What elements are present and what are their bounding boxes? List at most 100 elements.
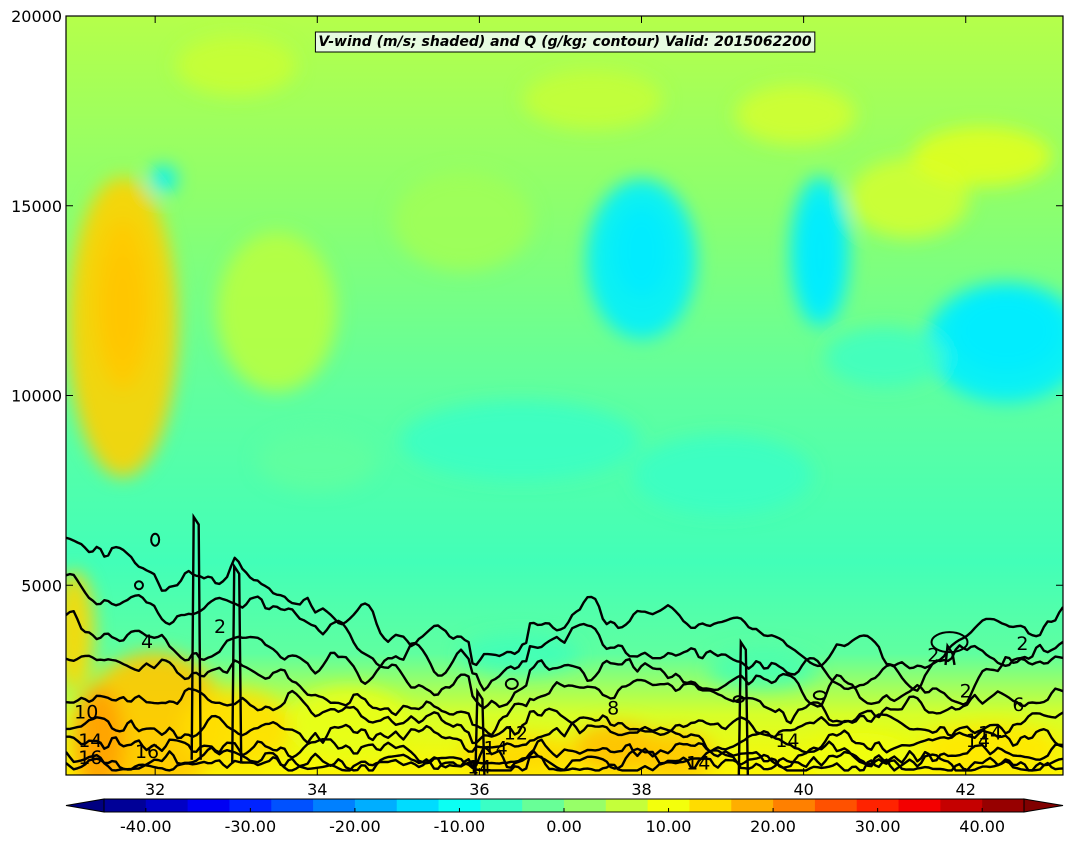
- contour-label: 14: [966, 730, 990, 752]
- contour-label: 16: [135, 741, 159, 763]
- contour-label: 14: [484, 737, 508, 759]
- q-contour-line: [66, 572, 1063, 692]
- shading-blob: [459, 736, 580, 775]
- q-contour-loop: [504, 677, 519, 690]
- shading-blob: [459, 633, 580, 674]
- y-tick-label: 10000: [11, 387, 62, 406]
- shading-blob: [399, 401, 640, 482]
- q-contour-loop: [150, 532, 161, 547]
- shading-blob: [393, 170, 534, 271]
- chart-title-box: V-wind (m/s; shaded) and Q (g/kg; contou…: [314, 31, 816, 53]
- shading-blob: [789, 176, 850, 327]
- x-tick-label: 34: [307, 780, 327, 799]
- colorbar-segment: [438, 799, 481, 812]
- y-tick-label: 15000: [11, 197, 62, 216]
- colorbar-tick-label: 10.00: [646, 817, 692, 836]
- contour-label: 2: [960, 681, 972, 703]
- q-contour-loop: [930, 631, 969, 654]
- shading-blob: [824, 327, 945, 388]
- colorbar-segment: [104, 799, 147, 812]
- y-tick-label: 5000: [21, 576, 62, 595]
- contour-label: 14: [467, 756, 491, 778]
- y-tick-label: 20000: [11, 7, 62, 26]
- colorbar-segment: [731, 799, 774, 812]
- contour-label: 2: [927, 644, 939, 666]
- colorbar-segment: [647, 799, 690, 812]
- shading-blob: [176, 35, 297, 96]
- contour-label: 12: [504, 722, 528, 744]
- colorbar-segment: [856, 799, 900, 812]
- contour-label: 14: [978, 722, 1002, 744]
- colorbar-segment: [814, 799, 858, 812]
- x-tick-label: 40: [793, 780, 813, 799]
- x-tick-label: 36: [469, 780, 489, 799]
- colorbar-tick-label: 30.00: [855, 817, 901, 836]
- shading-blob: [735, 84, 856, 145]
- shading-blob: [216, 232, 337, 393]
- q-contour-line: [474, 687, 486, 775]
- colorbar-tick-label: 20.00: [750, 817, 796, 836]
- colorbar-segment: [187, 799, 230, 812]
- colorbar-segment: [145, 799, 189, 812]
- title-background: [314, 31, 816, 53]
- contour-label: 2: [1016, 633, 1028, 655]
- x-tick-label: 38: [631, 780, 651, 799]
- colorbar-segment: [564, 799, 607, 812]
- contour-label: 6: [1012, 694, 1024, 716]
- x-axis: 32 34 36 38 40 42: [145, 16, 976, 799]
- shading-blob: [586, 178, 697, 339]
- contour-label: 10: [74, 701, 98, 723]
- q-contour-line: [737, 638, 750, 775]
- shading-blob: [149, 165, 178, 194]
- contour-label: 14: [78, 730, 102, 752]
- q-contour-line: [66, 536, 1063, 670]
- colorbar-tick-label: -20.00: [329, 817, 381, 836]
- colorbar-segment: [605, 799, 649, 812]
- q-contour-loop: [732, 695, 745, 704]
- colorbar-tick-label: 0.00: [546, 817, 582, 836]
- colorbar-segment: [354, 799, 398, 812]
- colorbar-segment: [313, 799, 356, 812]
- contour-label: 14: [686, 753, 710, 775]
- shading-blob: [926, 282, 1063, 403]
- q-contour-line: [231, 562, 243, 764]
- colorbar-extend-min: [65, 798, 105, 813]
- colorbar-tick-label: -30.00: [225, 817, 277, 836]
- v-wind-shading: [66, 16, 1063, 775]
- contour-label: 2: [214, 616, 226, 638]
- shading-blob: [67, 177, 178, 478]
- shading-blob: [911, 126, 1052, 187]
- colorbar-segment: [689, 799, 732, 812]
- colorbar-tick-label: 40.00: [959, 817, 1005, 836]
- contour-label: 16: [78, 747, 102, 769]
- colorbar-tick-label: -40.00: [120, 817, 172, 836]
- q-contour-line: [944, 642, 956, 666]
- colorbar-tick-label: -10.00: [434, 817, 486, 836]
- shading-blob: [73, 685, 124, 775]
- q-contours: [66, 512, 1063, 775]
- colorbar-segment: [522, 799, 565, 812]
- colorbar-segment: [271, 799, 314, 812]
- q-contour-labels: 24101416161414128141422261414: [74, 616, 1028, 778]
- shading-blob: [633, 731, 714, 775]
- colorbar: -40.00 -30.00 -20.00 -10.00 0.00 10.00 20.00 30…: [65, 798, 1064, 836]
- q-contour-loop: [133, 580, 144, 591]
- x-tick-label: 42: [956, 780, 976, 799]
- colorbar-segment: [396, 799, 440, 812]
- colorbar-segment: [940, 799, 983, 812]
- shading-blob: [632, 435, 813, 516]
- colorbar-segment: [773, 799, 816, 812]
- q-contour-line: [66, 610, 1063, 710]
- y-axis: 5000 10000 15000 20000: [11, 7, 1063, 595]
- contour-label: 14: [775, 730, 799, 752]
- q-contour-line: [190, 512, 202, 760]
- plot-area: 24101416161414128141422261414 3234363840…: [11, 7, 1064, 799]
- colorbar-segment: [229, 799, 272, 812]
- contour-label: 4: [141, 631, 153, 653]
- colorbar-extend-max: [1023, 798, 1064, 813]
- colorbar-segment: [982, 799, 1025, 812]
- x-tick-label: 32: [145, 780, 165, 799]
- q-contour-loop: [812, 690, 827, 701]
- chart-title: V-wind (m/s; shaded) and Q (g/kg; contou…: [318, 34, 811, 50]
- colorbar-segment: [898, 799, 941, 812]
